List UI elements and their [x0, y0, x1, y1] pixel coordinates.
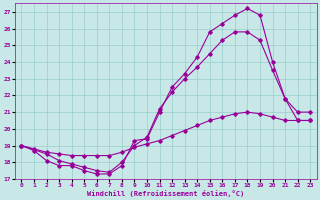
X-axis label: Windchill (Refroidissement éolien,°C): Windchill (Refroidissement éolien,°C)	[87, 190, 244, 197]
